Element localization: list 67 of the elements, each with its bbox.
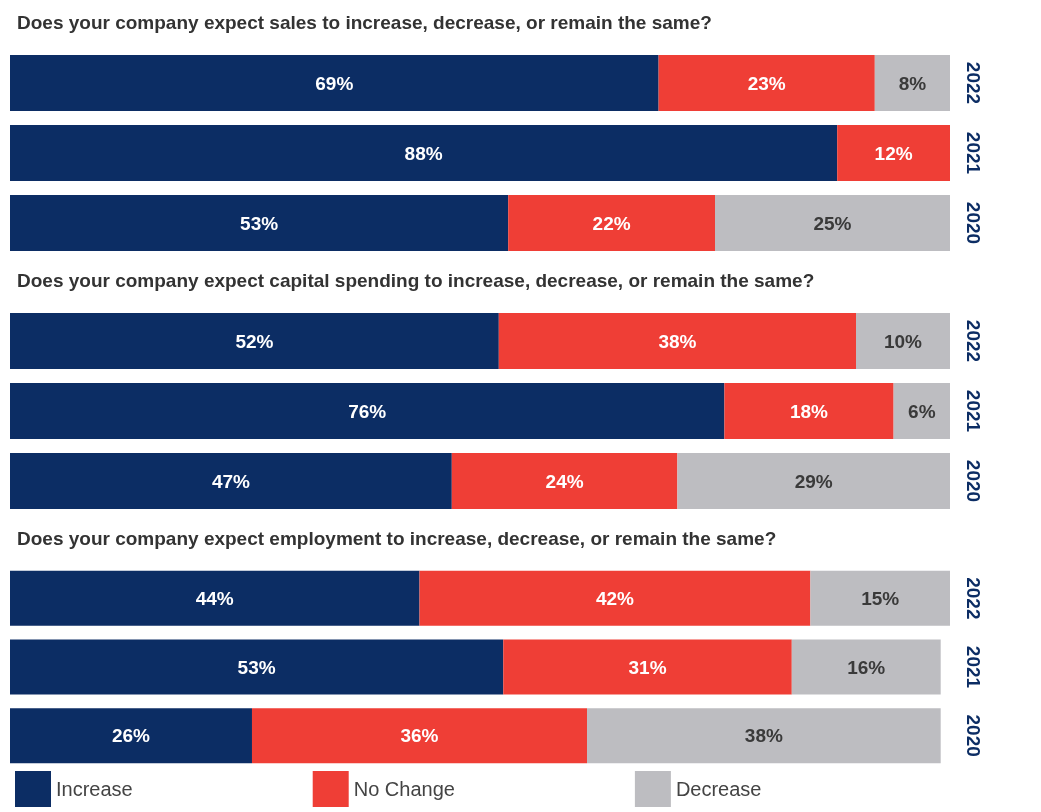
bar: [503, 639, 792, 695]
data-label: 23%: [747, 72, 786, 94]
bar: [251, 708, 588, 764]
data-label: 26%: [111, 725, 151, 747]
data-label: 42%: [595, 587, 635, 609]
data-label: 15%: [861, 587, 900, 609]
y-tick-label: 2022: [963, 577, 984, 620]
bar: [10, 195, 509, 251]
data-label: 69%: [315, 72, 354, 94]
data-label: 36%: [400, 725, 439, 747]
legend-label: Increase: [56, 778, 133, 800]
data-label: 76%: [348, 400, 387, 422]
y-tick-label: 2020: [963, 201, 984, 245]
bar: [419, 570, 811, 626]
data-label: 38%: [744, 725, 783, 747]
bar: [715, 195, 950, 251]
data-label: 47%: [211, 470, 251, 492]
data-label: 6%: [908, 400, 936, 422]
y-tick-label: 2020: [963, 714, 984, 757]
y-tick-label: 2021: [963, 645, 984, 689]
data-label: 44%: [195, 587, 234, 609]
bar: [791, 639, 941, 695]
data-label: 25%: [813, 212, 852, 234]
bar: [658, 55, 875, 111]
data-label: 53%: [240, 212, 279, 234]
data-label: 38%: [658, 330, 697, 352]
bar: [810, 570, 950, 626]
bar: [451, 453, 678, 509]
bar: [10, 453, 452, 509]
data-label: 24%: [545, 470, 584, 492]
data-label: 29%: [794, 470, 833, 492]
y-tick-label: 2021: [963, 131, 984, 175]
bar: [10, 313, 499, 369]
data-label: 52%: [235, 330, 274, 352]
bar: [587, 708, 941, 764]
bar: [677, 453, 950, 509]
bar: [893, 383, 950, 439]
data-label: 31%: [628, 656, 667, 678]
bar: [498, 313, 856, 369]
bar: [10, 570, 420, 626]
bar: [10, 708, 252, 764]
data-label: 53%: [237, 656, 276, 678]
bar: [10, 125, 838, 181]
data-label: 10%: [883, 330, 923, 352]
data-label: 18%: [789, 400, 829, 422]
data-label: 88%: [404, 142, 443, 164]
legend-label: No Change: [353, 778, 455, 800]
bar: [10, 383, 725, 439]
bar: [508, 195, 715, 251]
y-tick-label: 2020: [963, 459, 984, 503]
chart-title: Does your company expect capital spending to increase, decrease, or remain the same?: [17, 270, 815, 291]
bar: [10, 639, 504, 695]
bar: [837, 125, 950, 181]
chart-title: Does your company expect sales to increase, decrease, or remain the same?: [17, 12, 712, 33]
bar: [856, 313, 950, 369]
data-label: 22%: [592, 212, 631, 234]
bar: [874, 55, 950, 111]
data-label: 16%: [847, 656, 886, 678]
bar: [724, 383, 894, 439]
y-tick-label: 2021: [963, 389, 984, 433]
data-label: 8%: [898, 72, 927, 94]
y-tick-label: 2022: [963, 61, 984, 105]
legend-label: Decrease: [675, 778, 762, 800]
data-label: 12%: [874, 142, 913, 164]
chart-title: Does your company expect employment to increase, decrease, or remain the same?: [17, 528, 777, 549]
y-tick-label: 2022: [963, 319, 984, 363]
bar: [10, 55, 659, 111]
